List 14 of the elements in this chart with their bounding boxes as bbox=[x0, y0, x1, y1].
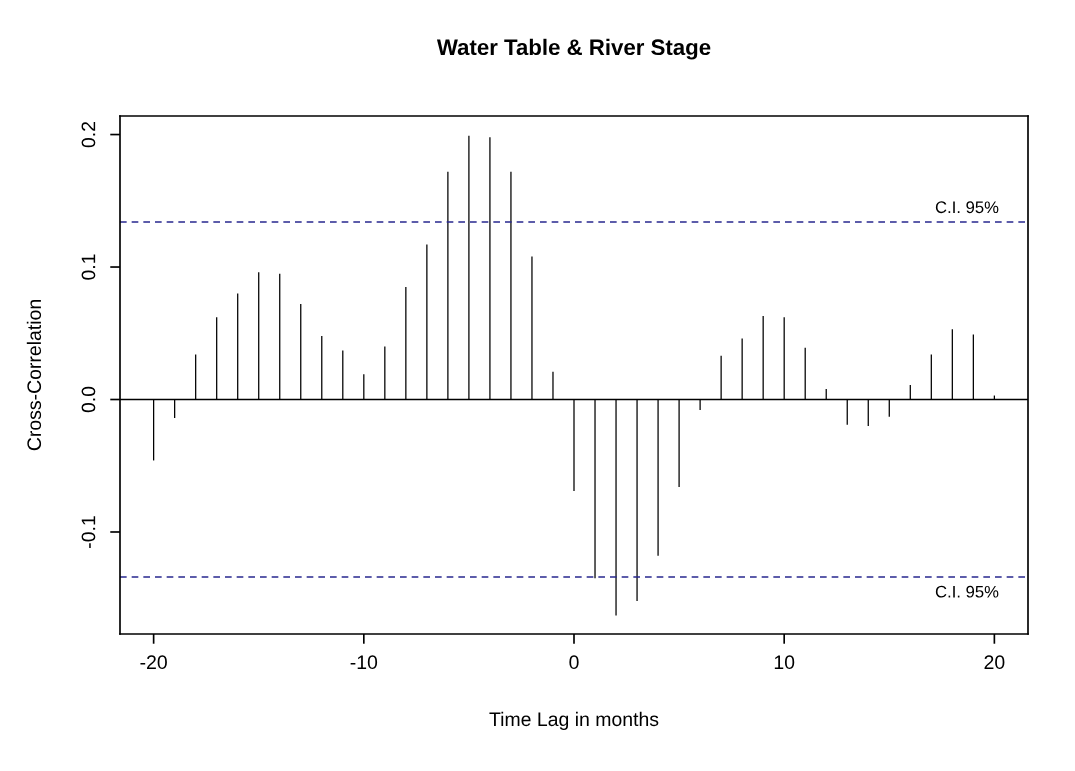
x-tick-label: -10 bbox=[350, 655, 378, 670]
y-tick-label: -0.1 bbox=[81, 516, 96, 548]
y-tick-label: 0.2 bbox=[81, 122, 96, 148]
y-tick-label: 0.1 bbox=[81, 254, 96, 280]
ref-line-label: C.I. 95% bbox=[935, 201, 999, 214]
x-tick-label: 20 bbox=[984, 655, 1005, 670]
x-tick-label: 10 bbox=[774, 655, 795, 670]
ref-line-label: C.I. 95% bbox=[935, 585, 999, 598]
y-axis-title: Cross-Correlation bbox=[26, 300, 42, 451]
x-tick-label: -20 bbox=[140, 655, 167, 670]
chart-title: Water Table & River Stage bbox=[436, 38, 711, 60]
x-axis-title: Time Lag in months bbox=[489, 711, 659, 730]
y-tick-label: 0.0 bbox=[81, 386, 96, 413]
x-tick-label: 0 bbox=[569, 655, 579, 670]
